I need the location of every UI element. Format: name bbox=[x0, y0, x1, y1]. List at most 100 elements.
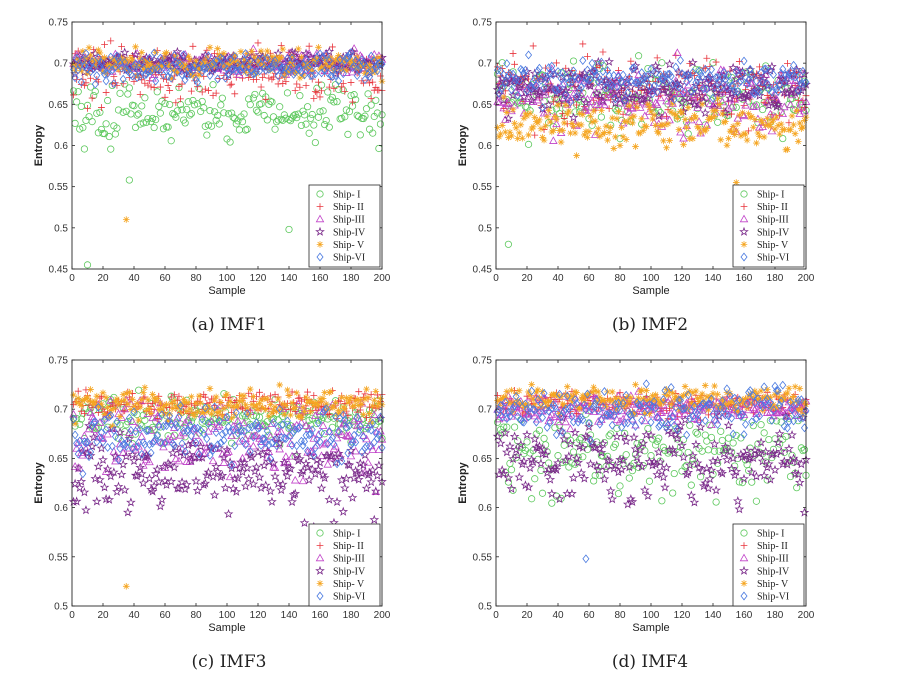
data-point bbox=[346, 396, 353, 404]
data-point bbox=[723, 141, 731, 149]
data-point bbox=[501, 78, 509, 88]
data-point bbox=[600, 100, 609, 109]
data-point bbox=[141, 94, 149, 102]
data-point bbox=[596, 393, 604, 401]
data-point bbox=[91, 79, 99, 89]
data-point bbox=[664, 59, 675, 69]
data-point bbox=[291, 68, 299, 77]
data-point bbox=[643, 490, 653, 501]
y-tick-label: 0.55 bbox=[473, 182, 493, 193]
data-point bbox=[220, 435, 228, 445]
data-point bbox=[521, 82, 530, 90]
data-point bbox=[584, 52, 591, 60]
data-point bbox=[726, 390, 734, 397]
data-point bbox=[177, 61, 184, 68]
x-tick-label: 20 bbox=[97, 610, 109, 621]
data-point bbox=[83, 64, 92, 74]
data-point bbox=[686, 387, 694, 395]
data-point bbox=[624, 462, 635, 472]
data-point bbox=[638, 416, 646, 425]
data-point bbox=[330, 67, 338, 74]
data-point bbox=[107, 52, 115, 62]
data-point bbox=[503, 388, 511, 395]
data-point bbox=[503, 59, 511, 69]
data-point bbox=[595, 125, 602, 133]
data-point bbox=[545, 397, 552, 405]
data-point bbox=[767, 393, 774, 401]
data-point bbox=[128, 71, 136, 81]
data-point bbox=[632, 90, 642, 100]
data-point bbox=[112, 486, 122, 496]
data-point bbox=[122, 390, 130, 397]
y-tick-label: 0.5 bbox=[54, 602, 68, 613]
data-point bbox=[690, 83, 698, 93]
data-point bbox=[198, 409, 206, 417]
data-point bbox=[525, 462, 535, 473]
data-point bbox=[684, 405, 692, 413]
data-point bbox=[361, 75, 369, 85]
data-point bbox=[543, 402, 551, 410]
data-point bbox=[110, 451, 121, 461]
data-point bbox=[678, 69, 686, 79]
data-point bbox=[74, 88, 82, 96]
data-point bbox=[324, 46, 335, 56]
data-point bbox=[689, 67, 697, 77]
data-point bbox=[720, 68, 728, 77]
data-point bbox=[781, 395, 788, 403]
data-point bbox=[195, 449, 203, 459]
data-point bbox=[563, 391, 571, 401]
data-point bbox=[215, 120, 223, 128]
data-point bbox=[373, 433, 381, 443]
data-point bbox=[127, 406, 135, 413]
data-point bbox=[712, 401, 720, 409]
data-point bbox=[302, 393, 310, 401]
data-point bbox=[333, 448, 344, 458]
data-point bbox=[377, 395, 384, 402]
data-point bbox=[722, 118, 729, 125]
data-point bbox=[693, 409, 702, 419]
data-point bbox=[157, 437, 167, 446]
data-point bbox=[344, 53, 352, 63]
data-point bbox=[591, 117, 599, 125]
data-point bbox=[632, 143, 639, 150]
x-tick-label: 80 bbox=[190, 610, 202, 621]
data-point bbox=[111, 62, 119, 72]
data-point bbox=[243, 404, 251, 412]
data-point bbox=[302, 55, 310, 65]
data-point bbox=[590, 383, 597, 391]
data-point bbox=[599, 80, 610, 90]
data-point bbox=[571, 388, 579, 396]
data-point bbox=[624, 93, 635, 103]
data-point bbox=[534, 441, 545, 451]
data-point bbox=[692, 387, 700, 395]
data-point bbox=[360, 449, 370, 460]
data-point bbox=[514, 135, 521, 142]
data-point bbox=[296, 92, 304, 100]
data-point bbox=[616, 405, 624, 415]
data-point bbox=[537, 75, 545, 85]
data-point bbox=[127, 54, 135, 62]
x-tick-label: 0 bbox=[69, 610, 75, 621]
data-point bbox=[192, 485, 203, 495]
data-point bbox=[274, 395, 282, 403]
data-point bbox=[299, 107, 307, 115]
data-point bbox=[99, 389, 107, 397]
data-point bbox=[245, 74, 253, 81]
data-point bbox=[201, 64, 209, 73]
data-point bbox=[72, 444, 81, 452]
data-point bbox=[195, 441, 206, 451]
data-point bbox=[74, 56, 82, 63]
data-point bbox=[742, 445, 752, 455]
data-point bbox=[269, 59, 278, 69]
y-tick-label: 0.65 bbox=[49, 454, 69, 465]
data-point bbox=[746, 444, 754, 452]
data-point bbox=[590, 401, 598, 411]
data-point bbox=[302, 422, 310, 431]
data-point bbox=[204, 426, 213, 435]
data-point bbox=[628, 467, 637, 475]
data-point bbox=[330, 403, 338, 411]
data-point bbox=[178, 106, 186, 114]
data-point bbox=[782, 390, 790, 398]
data-point bbox=[124, 433, 135, 443]
data-point bbox=[228, 109, 236, 117]
